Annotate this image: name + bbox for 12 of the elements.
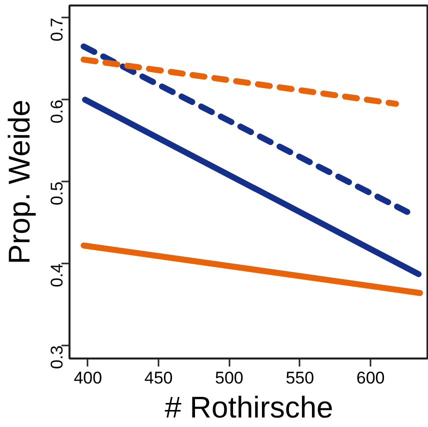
y-tick-label: 0.4 bbox=[48, 263, 66, 288]
y-tick-label: 0.3 bbox=[48, 345, 66, 370]
x-tick-label: 450 bbox=[144, 368, 173, 388]
x-tick-label: 550 bbox=[286, 368, 314, 388]
x-tick-label: 400 bbox=[74, 368, 102, 388]
x-axis-title: # Rothirsche bbox=[164, 392, 334, 424]
y-axis-title: Prop. Weide bbox=[4, 100, 36, 264]
y-tick-label: 0.5 bbox=[48, 182, 66, 206]
y-tick-label: 0.6 bbox=[48, 100, 66, 124]
x-tick-label: 500 bbox=[215, 368, 244, 388]
y-tick-label: 0.7 bbox=[48, 18, 66, 42]
x-tick-label: 600 bbox=[356, 368, 385, 388]
